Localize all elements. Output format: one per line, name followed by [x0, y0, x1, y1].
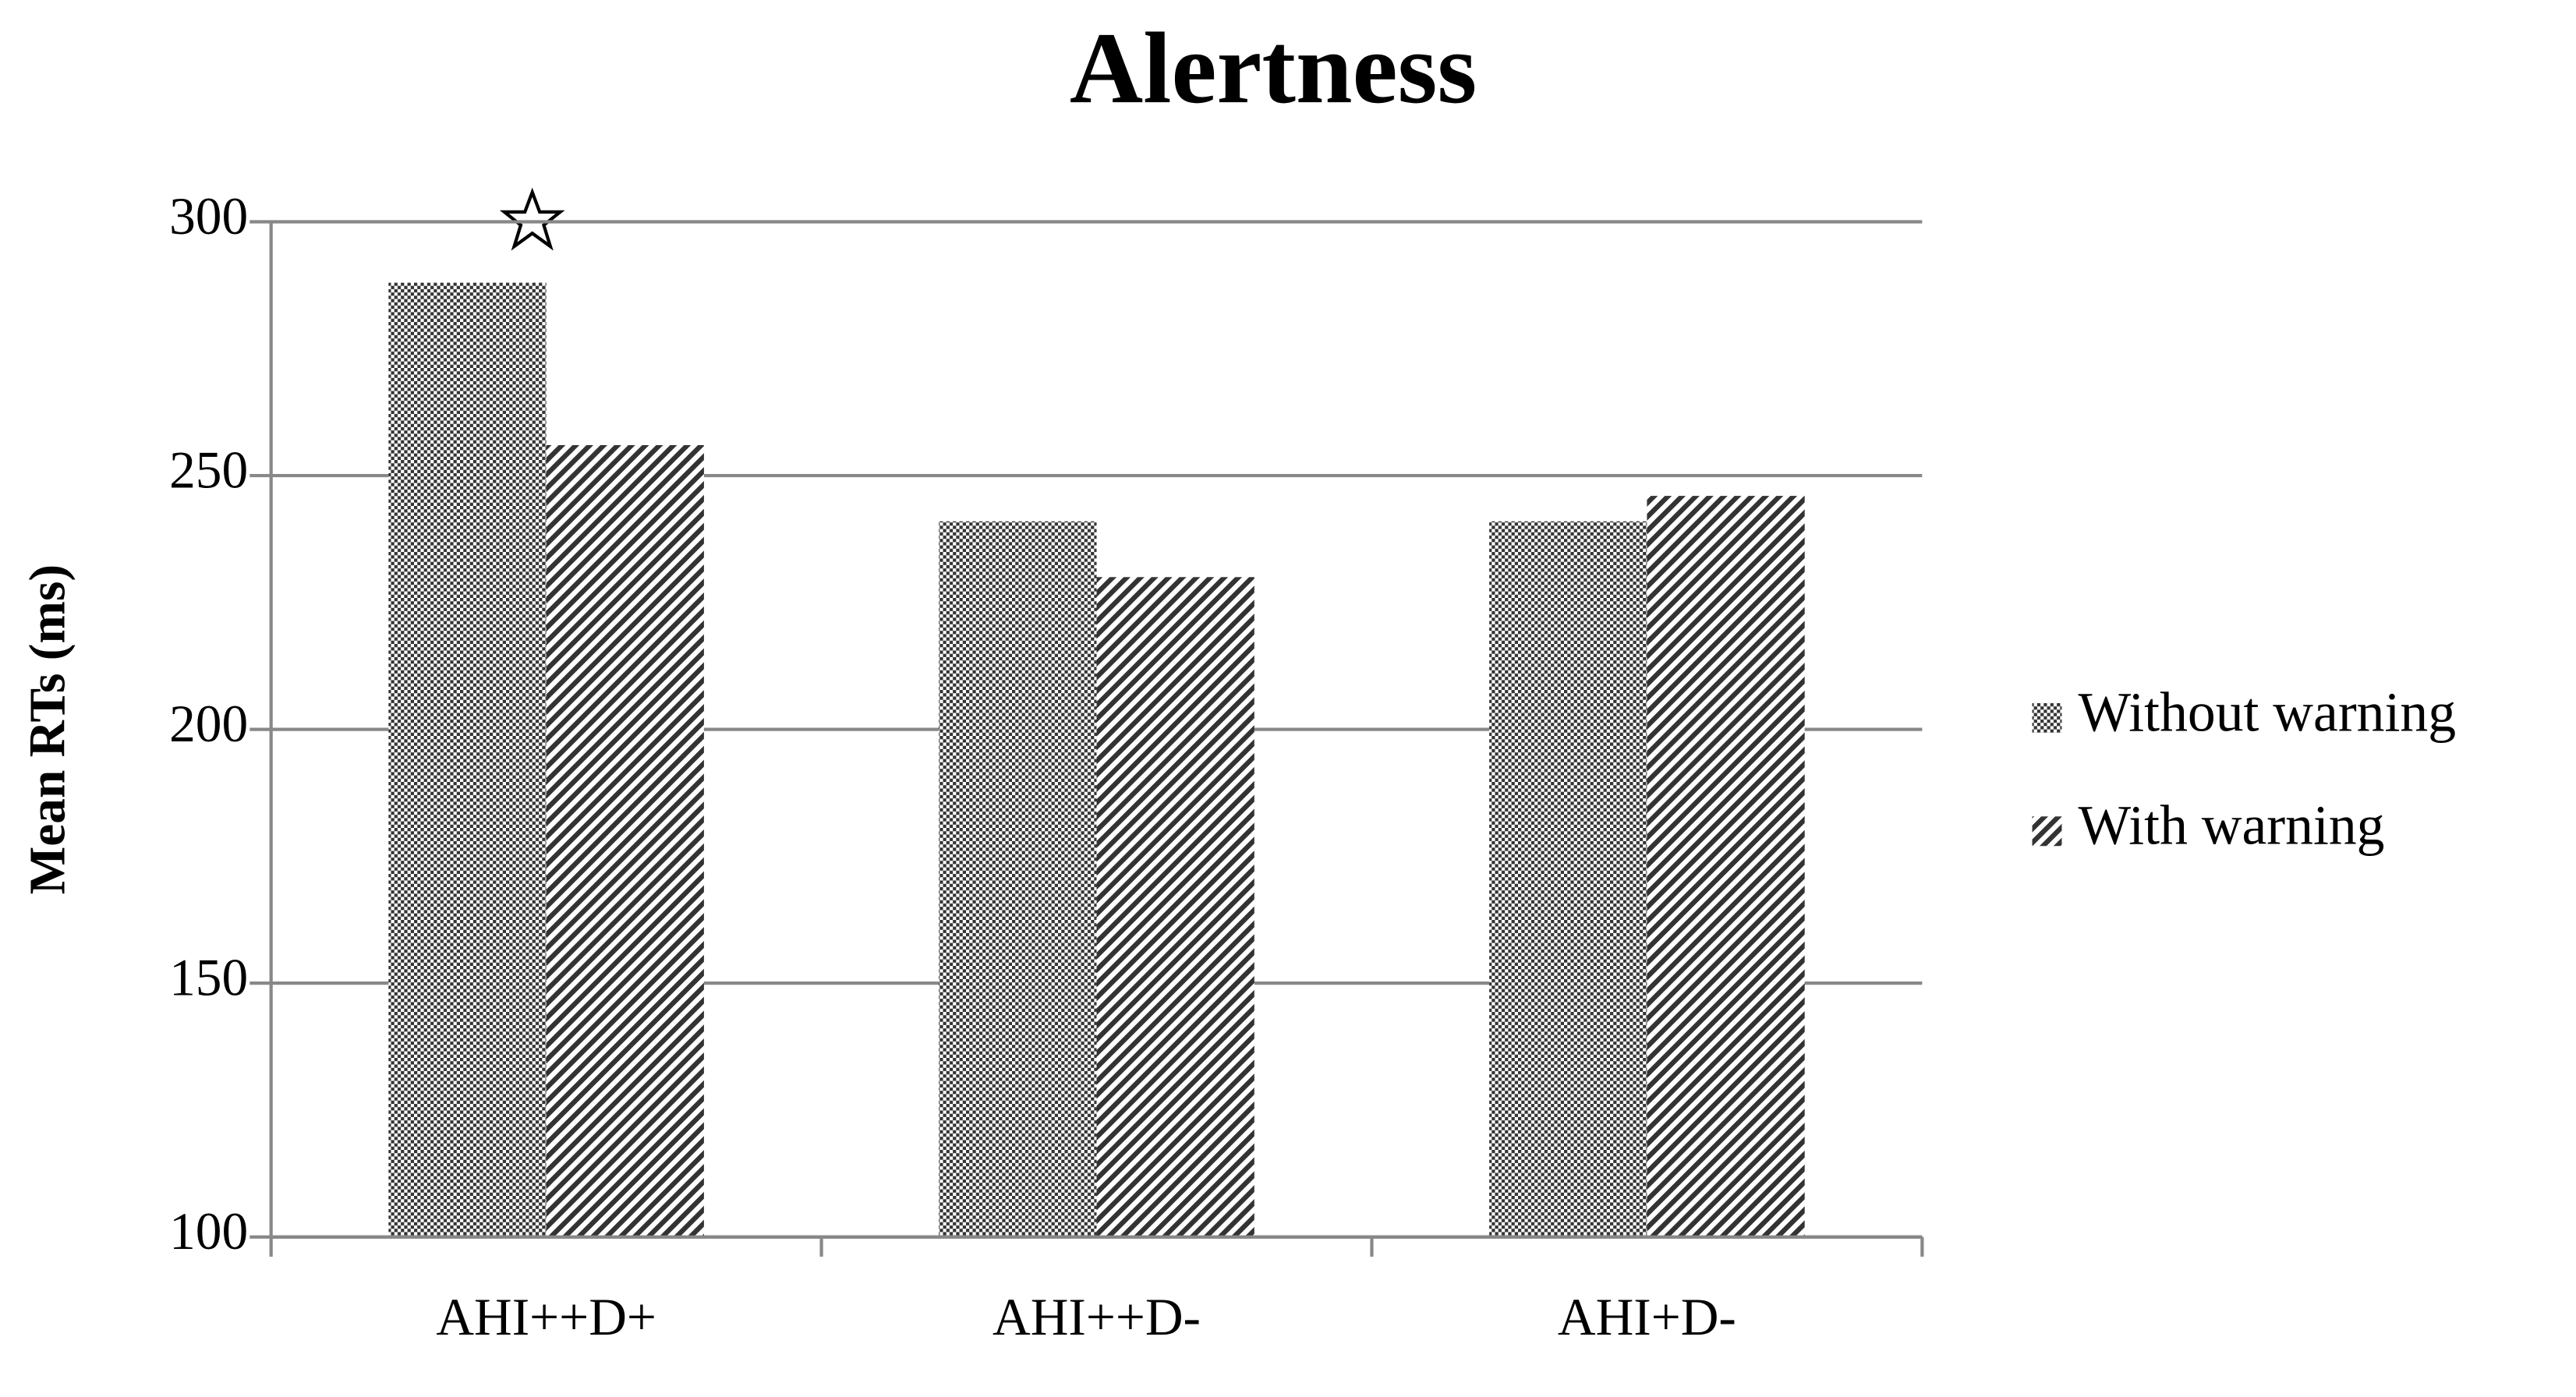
legend-swatch: [2032, 702, 2062, 733]
y-tick-label: 250: [169, 441, 248, 500]
legend-label: With warning: [2079, 795, 2385, 857]
y-tick-label: 150: [169, 949, 248, 1007]
x-tick-label: AHI+D-: [1558, 1288, 1736, 1346]
bar: [388, 282, 547, 1237]
y-tick-label: 100: [169, 1202, 248, 1261]
bar: [546, 444, 704, 1237]
y-tick-label: 200: [169, 695, 248, 753]
y-tick-label: 300: [169, 187, 248, 246]
bar: [1647, 496, 1805, 1237]
significance-star: [499, 187, 565, 251]
legend-label: Without warning: [2079, 681, 2456, 743]
x-tick-label: AHI++D-: [993, 1288, 1201, 1346]
x-tick-label: AHI++D+: [436, 1288, 656, 1346]
bar: [1489, 521, 1647, 1237]
bar: [939, 521, 1097, 1237]
chart-title: Alertness: [1070, 12, 1477, 125]
bar: [1096, 577, 1254, 1237]
legend-swatch: [2032, 816, 2062, 847]
y-axis-label: Mean RTs (ms): [19, 564, 76, 894]
